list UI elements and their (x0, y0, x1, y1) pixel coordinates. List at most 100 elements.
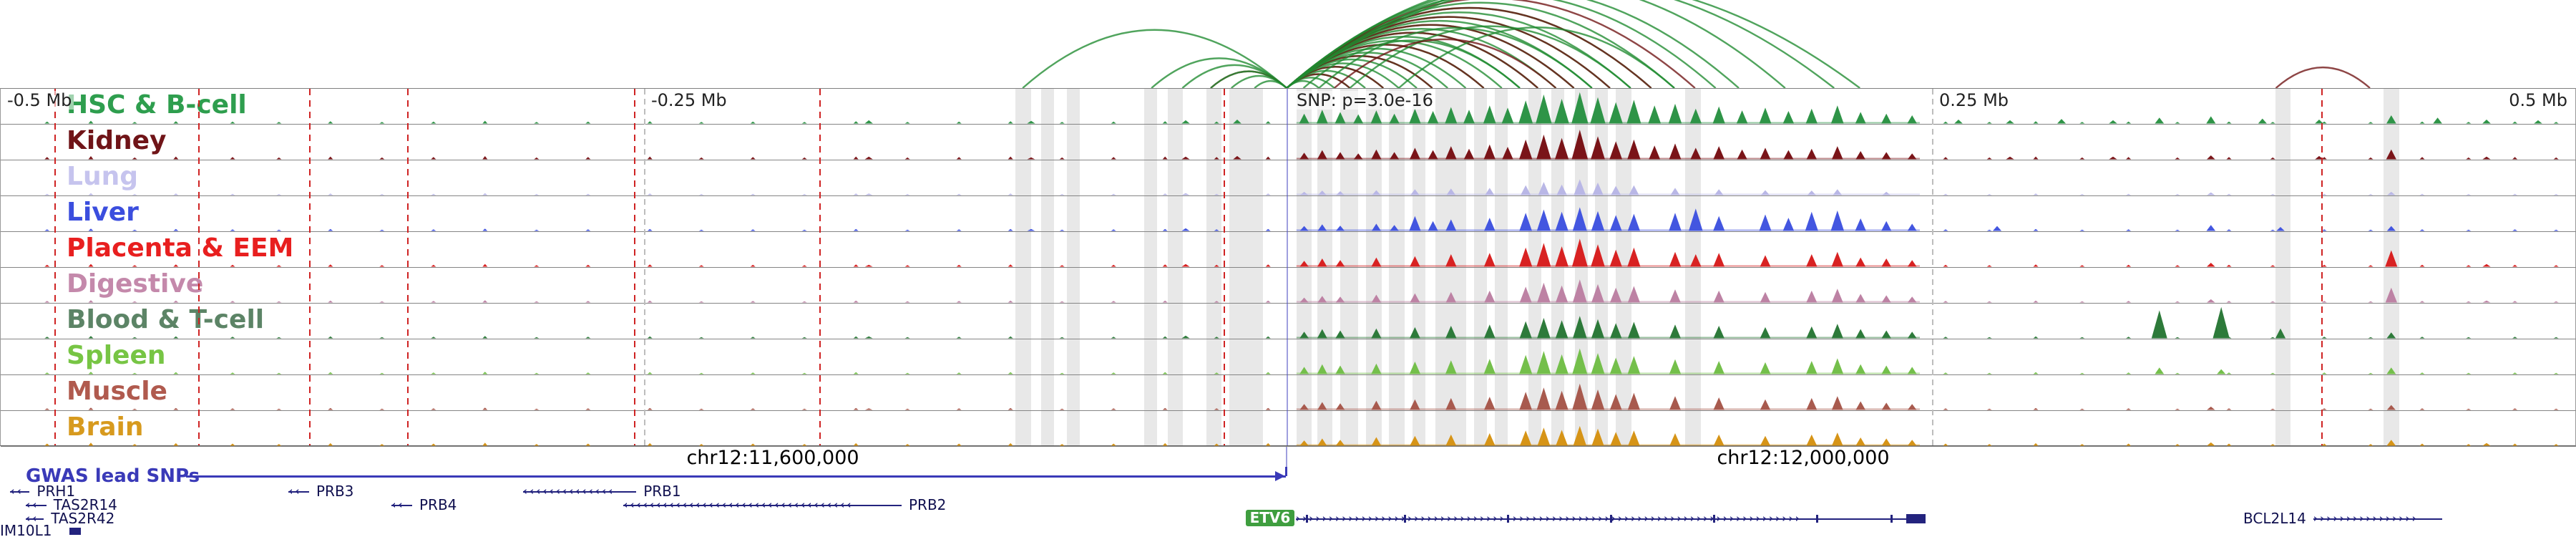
track-row-brain[interactable]: Brain (1, 411, 2576, 447)
interaction-arcs-canvas[interactable] (0, 0, 2576, 88)
red-dashed-snp-line (406, 89, 409, 445)
signal-track-canvas (44, 179, 2559, 195)
interaction-arc[interactable] (1022, 29, 1287, 88)
track-row-digestive[interactable]: Digestive (1, 268, 2576, 304)
red-dashed-snp-line (633, 89, 635, 445)
signal-track-canvas (44, 348, 2559, 374)
red-dashed-snp-line (54, 89, 56, 445)
track-row-blood-t-cell[interactable]: Blood & T-cell (1, 304, 2576, 339)
gene-etv6-label[interactable]: ETV6 (1245, 510, 1295, 526)
interaction-arc[interactable] (1349, 25, 1631, 88)
exon-tick (1506, 515, 1509, 523)
gene-body-line (2313, 518, 2442, 520)
interaction-arc[interactable] (1398, 26, 1675, 88)
gene-prh1-glyph[interactable]: ‹‹ (10, 485, 30, 498)
interaction-arc[interactable] (1286, 0, 1835, 88)
ruler-label-minus-half-mb: -0.5 Mb (5, 91, 74, 110)
ruler-label-snp-pvalue: SNP: p=3.0e-16 (1294, 91, 1435, 110)
track-row-spleen[interactable]: Spleen (1, 339, 2576, 375)
snp-vertical-line-lower (1286, 446, 1287, 475)
gene-prb3-glyph[interactable]: ‹‹ (288, 485, 309, 498)
gene-tas2r14-label[interactable]: TAS2R14 (53, 496, 117, 513)
signal-track-canvas (44, 207, 2559, 231)
interaction-arc[interactable] (1254, 79, 1287, 88)
track-label: Kidney (67, 126, 167, 155)
track-row-kidney[interactable]: Kidney (1, 125, 2576, 160)
gene-prb2-label[interactable]: PRB2 (909, 496, 947, 513)
red-dashed-snp-line (819, 89, 821, 445)
chevrons-left-icon: ‹‹‹‹‹‹‹‹‹‹‹‹‹‹ (522, 485, 615, 498)
gene-bcl2l14-glyph[interactable]: ›››››››››››››››› (2313, 512, 2442, 526)
track-label: Placenta & EEM (67, 233, 294, 263)
coordinate-label-right: chr12:12,000,000 (1717, 447, 1890, 469)
interaction-arc[interactable] (1286, 0, 1786, 88)
signal-track-canvas (44, 238, 2559, 267)
red-dashed-snp-line (198, 89, 200, 445)
gene-row: IM10L1 (0, 522, 2576, 537)
gene-prb1-glyph[interactable]: ‹‹‹‹‹‹‹‹‹‹‹‹‹‹ (522, 485, 637, 498)
gene-prb4-label[interactable]: PRB4 (419, 496, 457, 513)
chevrons-right-icon: ››››››››››››››››››››››››››››››››››››››››… (1295, 512, 1802, 525)
chevrons-left-icon: ‹‹ (391, 498, 405, 511)
gene-etv6-glyph[interactable]: ››››››››››››››››››››››››››››››››››››››››… (1295, 512, 1906, 526)
interaction-arc[interactable] (1318, 26, 1593, 88)
chevrons-left-icon: ‹‹ (288, 485, 302, 498)
gene-body-line (10, 491, 30, 493)
track-label: HSC & B-cell (67, 90, 247, 120)
track-label: Lung (67, 162, 138, 191)
gene-prh1-label[interactable]: PRH1 (36, 483, 76, 500)
gene-tas2r42-glyph[interactable]: ‹‹ (26, 512, 44, 526)
quarter-guide-line (644, 89, 645, 445)
chevrons-left-icon: ‹‹‹‹‹‹‹‹‹‹‹‹‹‹‹‹‹‹‹‹‹‹‹‹‹‹‹‹‹‹‹‹‹‹‹ (623, 498, 854, 511)
gene-prb1-label[interactable]: PRB1 (643, 483, 681, 500)
interaction-arc[interactable] (2275, 67, 2371, 88)
gene-prb2-glyph[interactable]: ‹‹‹‹‹‹‹‹‹‹‹‹‹‹‹‹‹‹‹‹‹‹‹‹‹‹‹‹‹‹‹‹‹‹‹ (623, 498, 902, 512)
gwas-snp-tick (1285, 467, 1287, 476)
gene-tas2r42-label[interactable]: TAS2R42 (51, 510, 115, 527)
ruler-label-plus-quarter-mb: 0.25 Mb (1937, 91, 2011, 110)
red-dashed-snp-line (309, 89, 311, 445)
gene-tas2r14-glyph[interactable]: ‹‹ (26, 498, 47, 512)
tracks-area: HSC & B-cell Kidney Lung Liver Placenta & EE… (0, 88, 2576, 447)
signal-track-canvas (44, 130, 2559, 160)
interaction-arc[interactable] (1334, 38, 1557, 88)
track-label: Spleen (67, 341, 166, 370)
gene-body-line (26, 518, 44, 520)
exon-tick (1609, 515, 1612, 523)
ruler-label-minus-quarter-mb: -0.25 Mb (649, 91, 729, 110)
chevrons-left-icon: ‹‹ (10, 485, 24, 498)
track-label: Digestive (67, 269, 204, 299)
track-row-liver[interactable]: Liver (1, 196, 2576, 232)
track-row-muscle[interactable]: Muscle (1, 375, 2576, 411)
interaction-arc[interactable] (1302, 39, 1521, 88)
gene-prb3-label[interactable]: PRB3 (316, 483, 354, 500)
snp-vertical-line (1287, 89, 1289, 445)
gene-bcl2l14-label[interactable]: BCL2L14 (2243, 510, 2306, 527)
gene-im10l1-label[interactable]: IM10L1 (0, 522, 52, 537)
gene-body-line (391, 505, 412, 506)
exon-tick (1890, 515, 1893, 523)
gwas-lead-snps-line (186, 475, 1286, 478)
gene-body-line (288, 491, 309, 493)
signal-track-canvas (44, 425, 2559, 446)
track-row-lung[interactable]: Lung (1, 160, 2576, 196)
chevrons-left-icon: ‹‹ (26, 512, 39, 525)
track-label: Brain (67, 412, 144, 442)
gene-end-exon-box (1906, 514, 1926, 523)
track-row-placenta-eem[interactable]: Placenta & EEM (1, 232, 2576, 268)
gene-body-line (522, 491, 637, 493)
gene-row: ‹‹ TAS2R42 ›››››››››››››››››››››››››››››››… (0, 510, 2576, 527)
track-label: Liver (67, 198, 139, 227)
gene-prb4-glyph[interactable]: ‹‹ (391, 498, 412, 512)
gene-body-line (623, 505, 902, 506)
chevrons-left-icon: ‹‹ (26, 498, 39, 511)
chevrons-right-icon: ›››››››››››››››› (2313, 512, 2419, 525)
track-label: Muscle (67, 377, 167, 406)
interaction-arc[interactable] (1286, 0, 1860, 88)
red-dashed-snp-line (2321, 89, 2323, 445)
track-row-hsc-b-cell[interactable]: HSC & B-cell (1, 89, 2576, 125)
gene-annotation-area: chr12:11,600,000 chr12:12,000,000 GWAS l… (0, 446, 2576, 537)
gwas-arrowhead-icon (1275, 471, 1285, 481)
gene-im10l1-exon-box[interactable] (69, 528, 82, 535)
